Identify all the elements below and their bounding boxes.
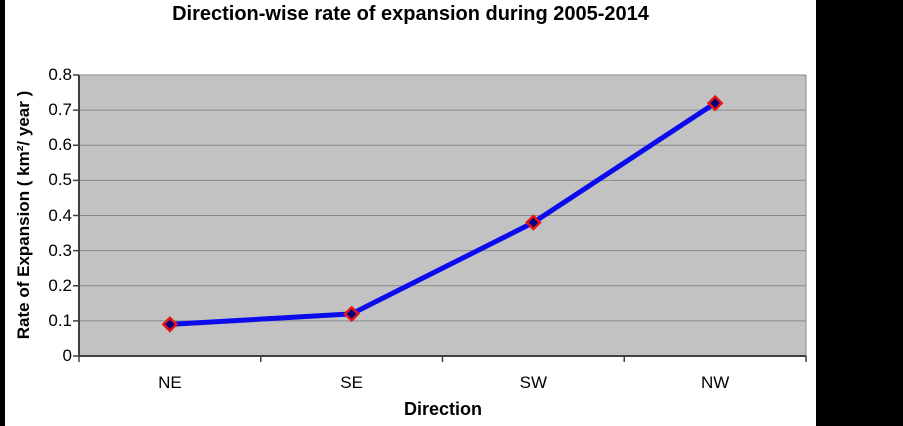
y-tick-label: 0.6 <box>48 135 72 155</box>
data-point-marker <box>525 214 542 231</box>
left-black-bar <box>0 0 5 426</box>
x-category-label: SE <box>340 373 363 392</box>
data-point-marker <box>161 316 179 333</box>
data-point-marker <box>706 94 724 112</box>
y-tick-label: 0.8 <box>48 65 72 84</box>
y-tick-label: 0 <box>62 346 72 365</box>
chart-title: Direction-wise rate of expansion during … <box>172 3 649 25</box>
data-point-marker <box>343 305 360 323</box>
x-category-label: NW <box>700 373 730 392</box>
x-axis-title: Direction <box>403 399 482 419</box>
x-category-label: SW <box>519 373 548 392</box>
y-tick-label: 0.4 <box>48 205 72 225</box>
y-tick-label: 0.3 <box>48 240 72 260</box>
y-tick-label: 0.7 <box>48 100 72 120</box>
y-tick-label: 0.2 <box>48 275 72 295</box>
y-tick-label: 0.5 <box>48 170 72 190</box>
x-category-label: NE <box>158 373 182 392</box>
data-line <box>167 100 718 327</box>
right-black-bar <box>816 0 903 426</box>
y-tick-label: 0.1 <box>48 310 72 330</box>
